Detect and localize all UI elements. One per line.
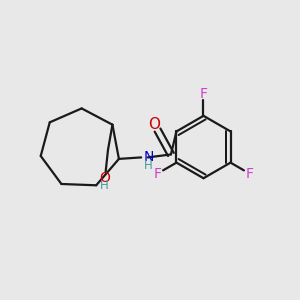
Text: O: O [99, 171, 110, 185]
Text: F: F [200, 87, 208, 101]
Text: O: O [148, 117, 160, 132]
Text: F: F [246, 167, 254, 181]
Text: H: H [100, 179, 109, 192]
Text: F: F [153, 167, 161, 181]
Text: N: N [144, 150, 154, 164]
Text: H: H [144, 159, 152, 172]
